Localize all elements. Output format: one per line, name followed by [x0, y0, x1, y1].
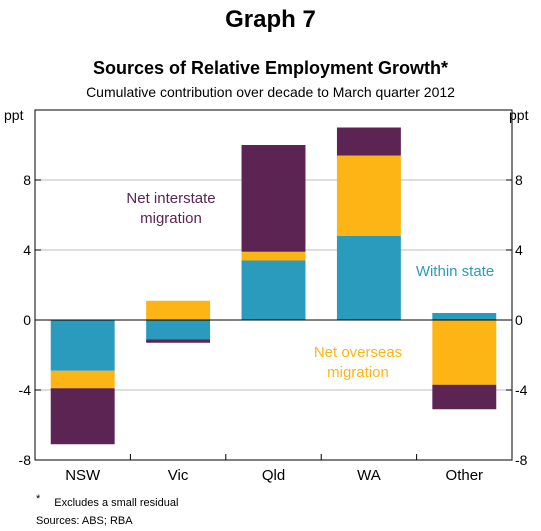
y-tick-label-left: 8 — [23, 172, 31, 188]
y-tick-label-right: 8 — [515, 172, 523, 188]
bar-wa-within-state — [337, 236, 401, 320]
bar-wa-net-overseas-migration — [337, 156, 401, 237]
annotation-line: Net interstate — [126, 190, 215, 207]
bar-other-net-interstate-migration — [432, 385, 496, 410]
annotation-line: Net overseas — [314, 344, 402, 361]
annotation-net-interstate-migration: Net interstate migration — [126, 190, 215, 227]
y-tick-label-right: -8 — [515, 452, 528, 468]
annotation-line: Within state — [416, 263, 494, 280]
y-tick-label-right: 4 — [515, 242, 523, 258]
bar-qld-net-interstate-migration — [242, 145, 306, 252]
y-unit-right: ppt — [509, 107, 529, 123]
y-tick-label-left: -4 — [19, 382, 32, 398]
x-tick-label: NSW — [65, 467, 101, 484]
footnote-marker: * — [36, 493, 40, 505]
bar-qld-net-overseas-migration — [242, 252, 306, 261]
bar-other-within-state — [432, 313, 496, 320]
bar-wa-net-interstate-migration — [337, 128, 401, 156]
bar-nsw-net-overseas-migration — [51, 371, 115, 389]
footnote-text: Excludes a small residual — [54, 497, 178, 509]
y-tick-label-right: 0 — [515, 312, 523, 328]
annotation-line: migration — [327, 364, 389, 381]
annotation-net-overseas-migration: Net overseas migration — [314, 344, 402, 381]
y-tick-label-left: -8 — [19, 452, 32, 468]
bar-vic-net-overseas-migration — [146, 301, 210, 320]
y-tick-label-left: 0 — [23, 312, 31, 328]
annotation-within-state: Within state — [416, 263, 494, 280]
bar-vic-net-interstate-migration — [146, 339, 210, 343]
x-tick-label: Other — [446, 467, 484, 484]
footnote: * Excludes a small residual — [36, 497, 178, 509]
annotation-line: migration — [140, 210, 202, 227]
bar-nsw-within-state — [51, 320, 115, 371]
bar-vic-within-state — [146, 320, 210, 339]
sources: Sources: ABS; RBA — [36, 515, 133, 527]
y-unit-left: ppt — [4, 107, 24, 123]
bars — [51, 128, 497, 445]
x-tick-label: WA — [357, 467, 381, 484]
x-tick-label: Qld — [262, 467, 285, 484]
bar-other-net-overseas-migration — [432, 320, 496, 385]
y-tick-label-left: 4 — [23, 242, 31, 258]
y-tick-label-right: -4 — [515, 382, 528, 398]
x-tick-label: Vic — [168, 467, 189, 484]
bar-nsw-net-interstate-migration — [51, 388, 115, 444]
bar-qld-within-state — [242, 261, 306, 321]
